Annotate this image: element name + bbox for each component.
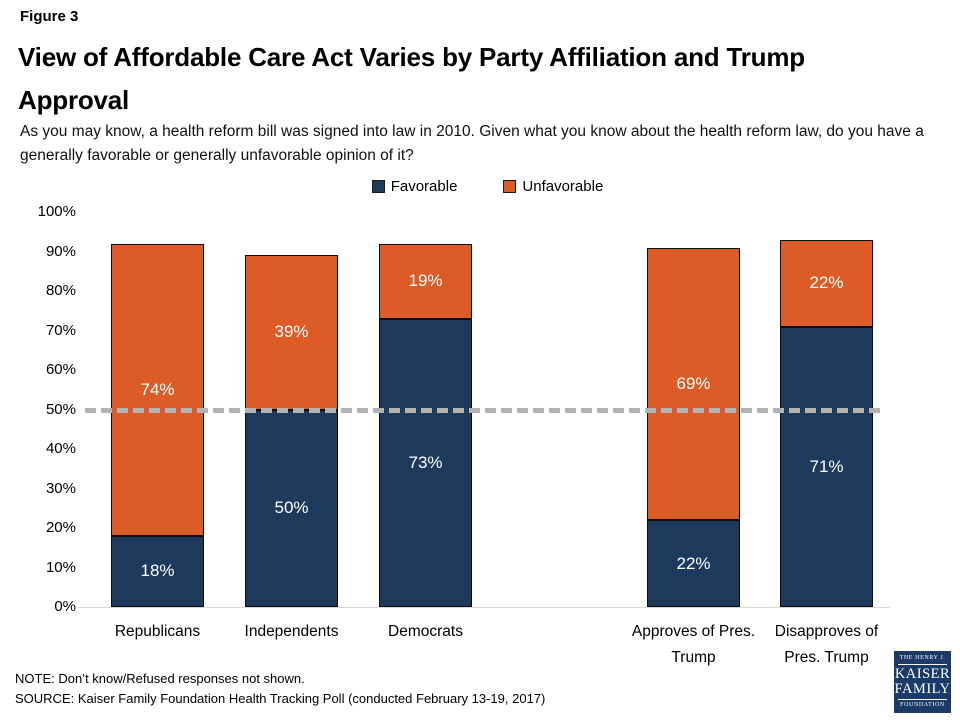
bar-segment-unfavorable: 69%: [647, 247, 740, 521]
bar-segment-favorable: 73%: [379, 318, 472, 607]
x-axis-category-label: Republicans: [114, 623, 201, 640]
y-axis-tick: 40%: [45, 440, 76, 457]
bar-data-label: 74%: [140, 379, 175, 399]
bar-data-label: 39%: [274, 322, 309, 342]
logo-line-top: THE HENRY J.: [899, 655, 946, 661]
y-axis-tick: 20%: [45, 519, 76, 536]
bar-data-label: 69%: [676, 373, 711, 393]
legend-item-favorable: Favorable: [371, 178, 458, 195]
legend-item-unfavorable: Unfavorable: [503, 178, 603, 195]
bar-segment-unfavorable: 19%: [379, 243, 472, 319]
y-axis-tick: 90%: [45, 242, 76, 260]
bar-segment-favorable: 71%: [780, 326, 873, 607]
logo-family: FAMILY: [894, 681, 951, 697]
chart-title: View of Affordable Care Act Varies by Pa…: [18, 42, 805, 115]
x-axis-category-label: Approves of Pres. Trump: [631, 623, 756, 666]
x-axis-category-label: Independents: [244, 623, 339, 640]
y-axis-tick: 60%: [45, 361, 76, 378]
logo-kaiser: KAISER: [894, 666, 951, 682]
logo-divider: [898, 664, 947, 665]
legend-swatch-icon: [503, 180, 517, 193]
chart-legend: Favorable Unfavorable: [85, 178, 890, 195]
y-axis-tick: 70%: [45, 321, 76, 339]
bar-data-label: 73%: [408, 452, 443, 472]
y-axis-tick: 10%: [45, 558, 76, 576]
y-axis-tick: 80%: [45, 282, 76, 299]
bar-data-label: 19%: [408, 271, 443, 291]
bar-data-label: 18%: [140, 561, 175, 581]
legend-swatch-icon: [371, 180, 385, 193]
note-text: NOTE: Don’t know/Refused responses not s…: [15, 671, 305, 686]
bar-segment-unfavorable: 22%: [780, 239, 873, 327]
bar-segment-favorable: 22%: [647, 520, 740, 607]
source-text: SOURCE: Kaiser Family Foundation Health …: [15, 690, 546, 706]
y-axis-tick: 100%: [37, 203, 76, 220]
figure-label: Figure 3: [20, 8, 79, 25]
bar-data-label: 71%: [809, 456, 844, 476]
bar-segment-unfavorable: 39%: [245, 255, 338, 410]
bar-segment-favorable: 18%: [111, 535, 204, 607]
legend-label: Favorable: [390, 178, 458, 195]
x-axis-category-label: Disapproves of Pres. Trump: [774, 623, 879, 666]
logo-divider: [898, 699, 947, 700]
x-axis-category-label: Democrats: [388, 623, 463, 640]
bar-segment-favorable: 50%: [245, 409, 338, 607]
bar-data-label: 22%: [809, 273, 844, 293]
logo-line-bottom: FOUNDATION: [900, 702, 945, 708]
bar-segment-unfavorable: 74%: [111, 243, 204, 536]
plot-area: 0% 10% 20% 30% 40% 50% 60% 70% 80% 90% 100% 18% 74% R…: [38, 203, 890, 666]
x-axis-line: [78, 607, 890, 608]
legend-label: Unfavorable: [522, 178, 604, 195]
bar-data-label: 22%: [676, 553, 711, 573]
y-axis-tick: 30%: [45, 479, 76, 497]
fifty-percent-reference-line: [85, 407, 882, 413]
footnotes: NOTE: Don’t know/Refused responses not s…: [15, 669, 545, 708]
bar-data-label: 50%: [274, 498, 309, 518]
y-axis-tick: 0%: [54, 598, 76, 615]
y-axis-tick: 50%: [45, 400, 76, 418]
chart-subtitle: As you may know, a health reform bill wa…: [20, 123, 924, 164]
kaiser-family-foundation-logo: THE HENRY J. KAISER FAMILY FOUNDATION: [894, 651, 951, 713]
